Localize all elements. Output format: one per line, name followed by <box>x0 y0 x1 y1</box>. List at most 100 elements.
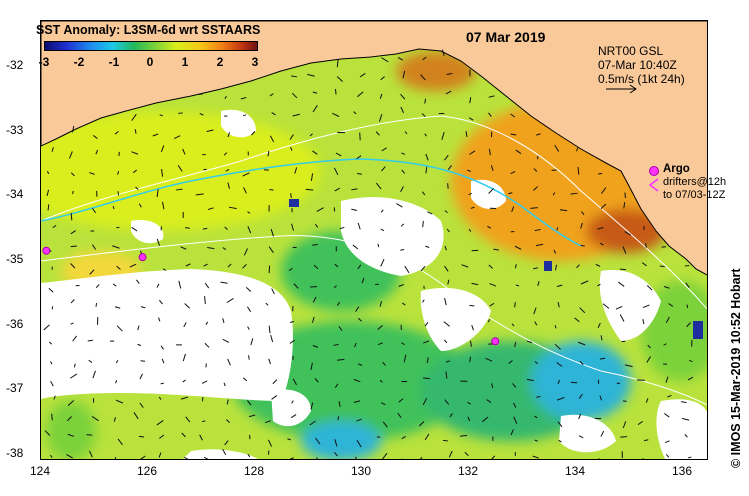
anomaly-colorbar <box>44 41 258 51</box>
velocity-vector <box>334 451 338 457</box>
velocity-vector <box>419 457 423 459</box>
sst-map[interactable] <box>40 20 708 460</box>
velocity-vector <box>70 212 73 221</box>
velocity-vector <box>246 286 252 292</box>
velocity-vector <box>402 70 406 79</box>
velocity-vector <box>246 400 252 406</box>
velocity-vector <box>287 438 291 441</box>
velocity-vector <box>312 91 318 94</box>
velocity-vector <box>488 264 493 269</box>
lon-tick: 134 <box>564 464 586 478</box>
velocity-vector <box>185 416 191 423</box>
velocity-vector <box>289 457 295 459</box>
velocity-vector <box>247 453 251 458</box>
velocity-vector <box>242 172 250 177</box>
velocity-vector <box>68 151 73 159</box>
velocity-vector <box>445 90 452 95</box>
velocity-vector <box>289 321 295 324</box>
colorbar-tick: -2 <box>73 55 85 69</box>
velocity-vector <box>381 57 389 63</box>
velocity-vector <box>183 322 187 328</box>
velocity-vector <box>624 192 626 199</box>
velocity-vector <box>534 228 541 232</box>
velocity-vector <box>576 147 579 152</box>
velocity-vector <box>162 268 167 271</box>
map-title: SST Anomaly: L3SM-6d wrt SSTAARS <box>36 23 261 37</box>
velocity-vector <box>46 171 50 175</box>
velocity-vector <box>72 125 75 133</box>
velocity-vector <box>114 131 119 135</box>
velocity-vector <box>229 206 237 210</box>
velocity-vector <box>334 383 339 389</box>
velocity-vector <box>291 75 298 78</box>
lat-tick: -36 <box>6 317 24 331</box>
velocity-vector <box>156 189 159 198</box>
velocity-vector <box>377 324 383 330</box>
velocity-vector <box>508 192 513 195</box>
velocity-vector <box>203 456 209 459</box>
velocity-vector <box>379 379 383 383</box>
velocity-vector <box>686 304 689 308</box>
velocity-vector <box>555 264 557 271</box>
velocity-vector <box>488 188 494 194</box>
velocity-vector <box>570 192 578 195</box>
velocity-vector <box>92 134 98 139</box>
velocity-vector <box>312 150 318 155</box>
drifters-label: drifters@12h <box>663 176 727 188</box>
velocity-vector <box>335 152 342 157</box>
velocity-vector <box>444 297 447 306</box>
scale-arrow-icon <box>606 84 637 94</box>
velocity-vector <box>467 401 471 405</box>
velocity-vector <box>70 263 76 269</box>
velocity-vector <box>600 430 605 437</box>
model-name: NRT00 GSL <box>598 44 664 58</box>
velocity-vector <box>444 399 450 405</box>
velocity-vector <box>161 168 164 177</box>
deep-contour <box>41 235 707 406</box>
velocity-vector <box>223 382 226 387</box>
velocity-vector <box>530 207 538 209</box>
velocity-vector <box>357 173 362 175</box>
velocity-vector <box>534 415 538 419</box>
velocity-vector <box>382 361 387 366</box>
velocity-vector <box>158 317 161 322</box>
velocity-vector <box>288 267 293 271</box>
velocity-vector <box>316 207 324 212</box>
velocity-vector <box>312 316 315 323</box>
velocity-vector <box>271 112 276 116</box>
velocity-vector <box>554 144 560 152</box>
velocity-vector <box>312 296 317 303</box>
velocity-vector <box>425 166 428 174</box>
velocity-vector <box>182 353 186 362</box>
argo-float <box>42 246 51 255</box>
velocity-vector <box>447 165 452 171</box>
velocity-vector <box>290 414 297 419</box>
argo-float <box>138 253 147 262</box>
velocity-vector <box>468 192 472 196</box>
velocity-vector <box>515 149 522 154</box>
velocity-vector <box>401 435 406 440</box>
velocity-vector <box>401 342 405 346</box>
velocity-vector <box>574 317 580 323</box>
velocity-vector <box>554 325 557 329</box>
velocity-vector <box>227 263 232 268</box>
velocity-vector <box>357 222 361 230</box>
velocity-vector <box>446 72 453 75</box>
argo-float <box>491 337 500 346</box>
lat-tick: -33 <box>6 123 24 137</box>
velocity-vector <box>397 412 402 418</box>
velocity-vector <box>400 106 405 114</box>
velocity-vector <box>556 227 559 231</box>
velocity-vector <box>375 131 380 136</box>
velocity-vector <box>400 93 406 100</box>
land-mass <box>41 21 707 276</box>
velocity-vector <box>680 401 687 404</box>
velocity-vector <box>599 395 603 401</box>
velocity-vector <box>510 133 517 136</box>
velocity-vector <box>445 371 448 379</box>
velocity-vector <box>243 248 249 256</box>
colorbar-tick: 0 <box>146 55 154 69</box>
velocity-vector <box>645 243 647 248</box>
velocity-vector <box>379 93 383 99</box>
velocity-vector <box>250 338 254 346</box>
